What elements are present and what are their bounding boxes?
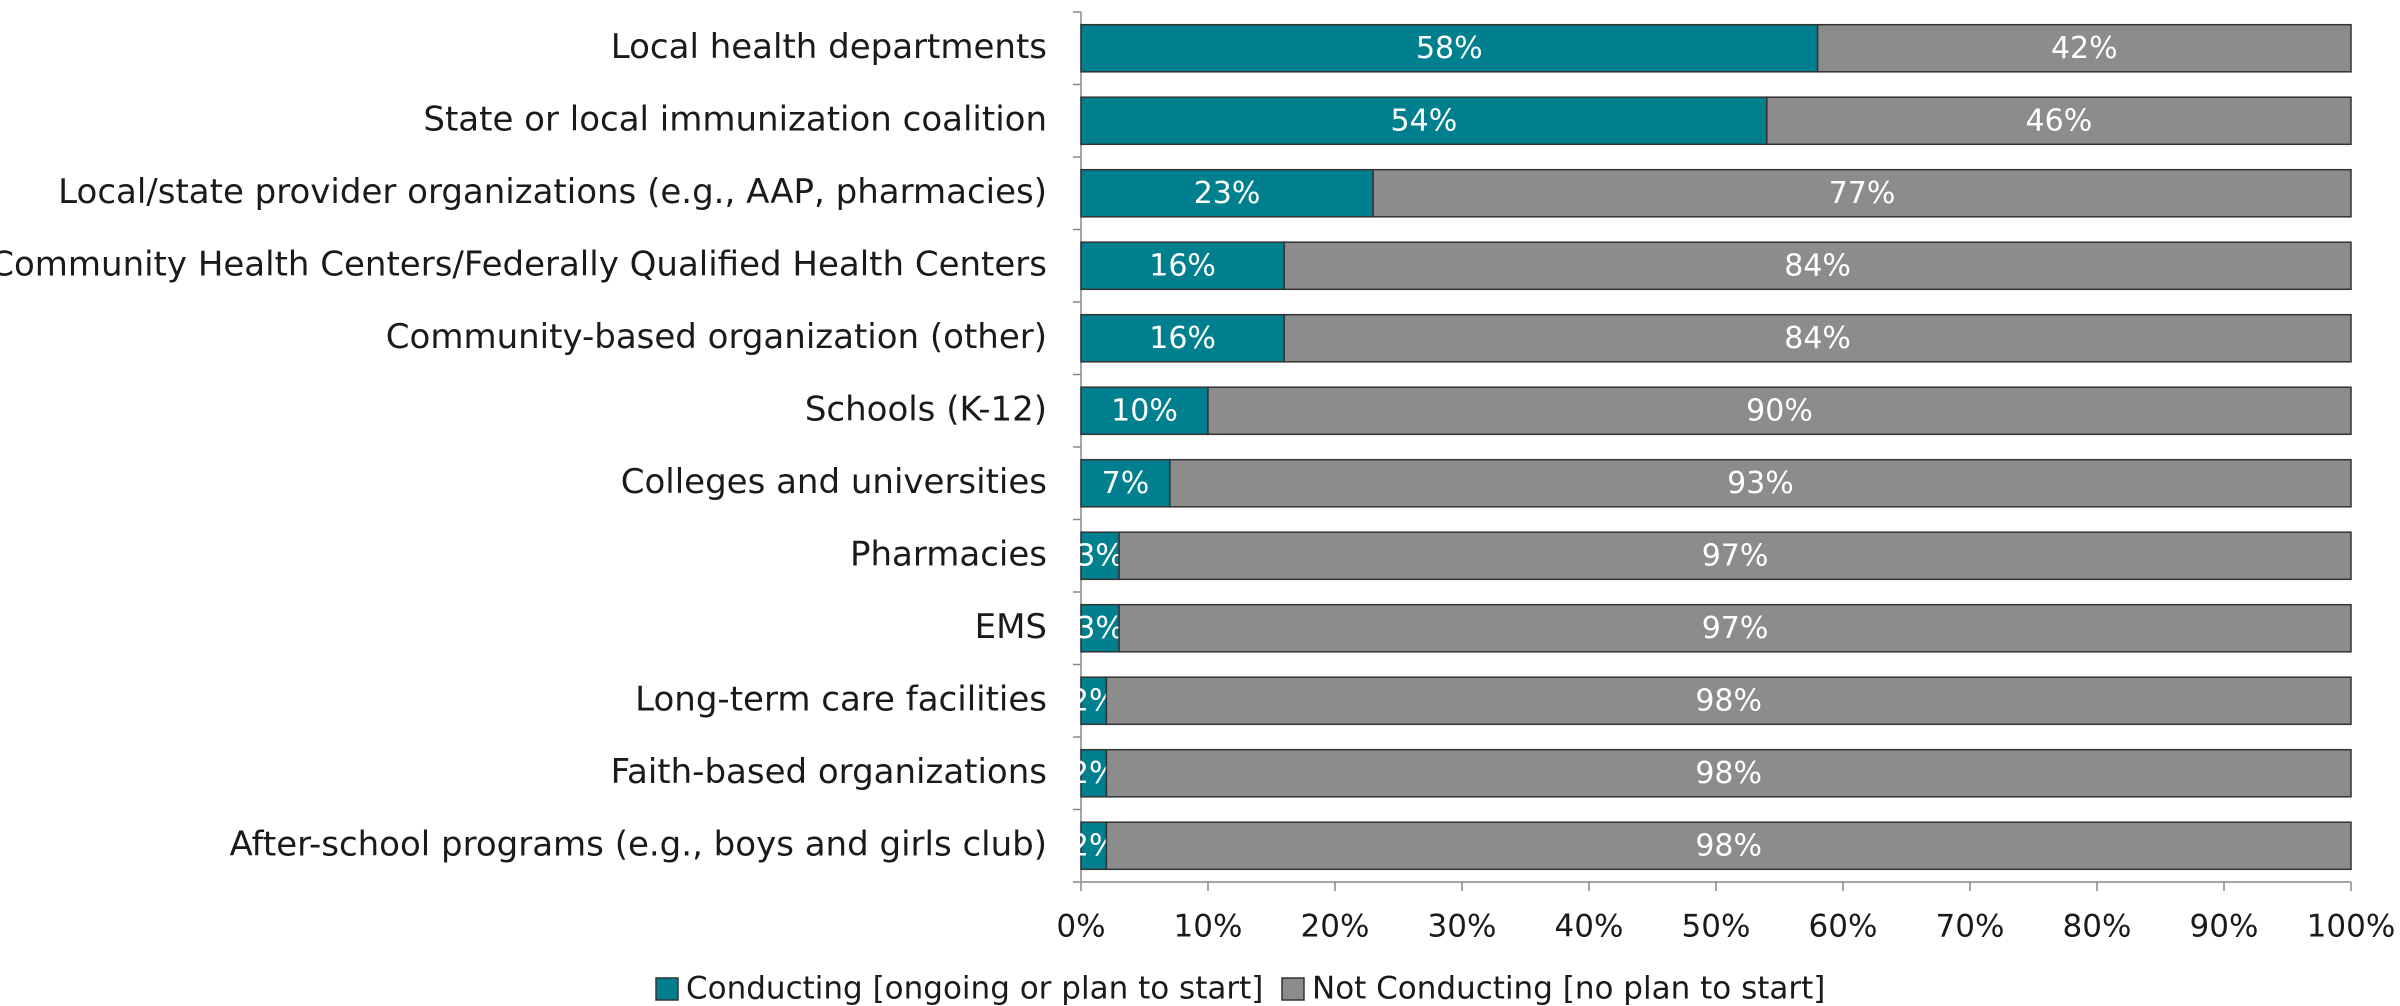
value-label: 42% (2051, 31, 2118, 66)
x-tick-label: 40% (1555, 909, 1624, 945)
value-label: 16% (1149, 321, 1216, 356)
value-label: 3% (1076, 611, 1124, 646)
x-tick-label: 70% (1936, 909, 2005, 945)
y-tick-label: Community Health Centers/Federally Quali… (0, 244, 1047, 284)
value-label: 98% (1695, 756, 1762, 791)
x-tick-label: 20% (1301, 909, 1370, 945)
value-label: 93% (1727, 466, 1794, 501)
value-label: 84% (1784, 248, 1851, 283)
x-tick-label: 90% (2190, 909, 2259, 945)
bar-segment (1283, 241, 2352, 291)
x-tick-label: 80% (2063, 909, 2132, 945)
value-label: 97% (1702, 538, 1769, 573)
bar-segment (1118, 531, 2352, 581)
x-tick-label: 30% (1428, 909, 1497, 945)
bar-segment (1080, 748, 1108, 798)
x-tick-label: 10% (1174, 909, 1243, 945)
bar-segment (1118, 603, 2352, 653)
bar-segment (1207, 386, 2352, 436)
legend-swatch (1281, 977, 1305, 1001)
y-tick-label: Colleges and universities (621, 462, 1047, 502)
legend-swatch (655, 977, 679, 1001)
bar-segment (1080, 96, 1768, 146)
bar-segment (1105, 748, 2352, 798)
x-tick-label: 100% (2307, 909, 2396, 945)
bar-segment (1080, 168, 1374, 218)
y-tick-label: Schools (K-12) (805, 389, 1047, 429)
value-label: 10% (1111, 393, 1178, 428)
value-label: 46% (2026, 103, 2093, 138)
bar-segment (1105, 676, 2352, 726)
bar-segment (1080, 603, 1120, 653)
bar-segment (1372, 168, 2352, 218)
value-label: 77% (1829, 176, 1896, 211)
y-tick-label: State or local immunization coalition (423, 99, 1047, 139)
value-label: 98% (1695, 683, 1762, 718)
value-label: 54% (1391, 103, 1458, 138)
y-tick-label: Faith-based organizations (611, 752, 1047, 792)
legend-label: Conducting [ongoing or plan to start] (686, 971, 1263, 1006)
bar-segment (1105, 821, 2352, 871)
value-label: 98% (1695, 828, 1762, 863)
y-tick-label: Local/state provider organizations (e.g.… (58, 172, 1047, 212)
value-label: 23% (1194, 176, 1261, 211)
bar-segment (1080, 313, 1285, 363)
value-label: 97% (1702, 611, 1769, 646)
value-label: 7% (1102, 466, 1150, 501)
value-label: 84% (1784, 321, 1851, 356)
bar-segment (1766, 96, 2352, 146)
x-tick-label: 50% (1682, 909, 1751, 945)
value-label: 58% (1416, 31, 1483, 66)
y-tick-label: Local health departments (611, 27, 1047, 67)
y-tick-label: EMS (975, 607, 1047, 647)
value-label: 16% (1149, 248, 1216, 283)
bar-segment (1080, 821, 1108, 871)
bar-segment (1080, 676, 1108, 726)
legend-label: Not Conducting [no plan to start] (1312, 971, 1825, 1006)
bar-segment (1169, 458, 2352, 508)
value-label: 3% (1076, 538, 1124, 573)
bar-segment (1080, 241, 1285, 291)
bar-segment (1283, 313, 2352, 363)
x-tick-label: 0% (1056, 909, 1105, 945)
y-tick-label: Community-based organization (other) (386, 317, 1047, 357)
y-tick-label: Pharmacies (850, 534, 1047, 574)
y-tick-label: Long-term care facilities (635, 679, 1047, 719)
x-tick-label: 60% (1809, 909, 1878, 945)
y-tick-label: After-school programs (e.g., boys and gi… (229, 824, 1047, 864)
bar-segment (1816, 23, 2352, 73)
value-label: 90% (1746, 393, 1813, 428)
